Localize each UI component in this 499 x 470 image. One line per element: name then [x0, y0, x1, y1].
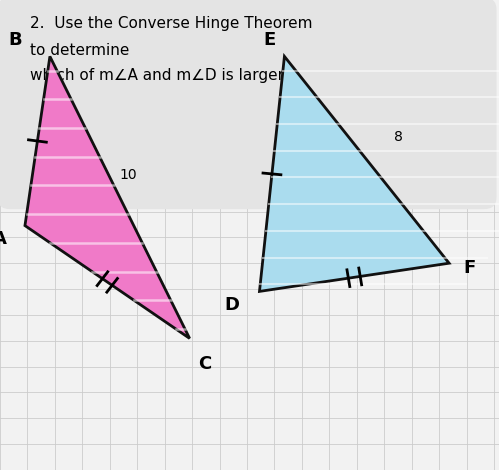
Text: A: A [0, 230, 7, 248]
Text: C: C [198, 355, 211, 373]
Polygon shape [259, 56, 449, 291]
Text: 2.  Use the Converse Hinge Theorem: 2. Use the Converse Hinge Theorem [30, 16, 312, 31]
FancyBboxPatch shape [0, 0, 497, 209]
Text: \: \ [65, 99, 70, 117]
Text: 10: 10 [120, 168, 137, 181]
Text: F: F [463, 259, 475, 277]
Text: 8: 8 [394, 130, 403, 144]
Polygon shape [25, 56, 190, 338]
Text: which of m∠A and m∠D is larger.: which of m∠A and m∠D is larger. [30, 68, 287, 83]
Text: to determine: to determine [30, 43, 129, 58]
Text: D: D [225, 296, 240, 314]
Text: B: B [8, 31, 22, 49]
Text: E: E [263, 31, 275, 49]
